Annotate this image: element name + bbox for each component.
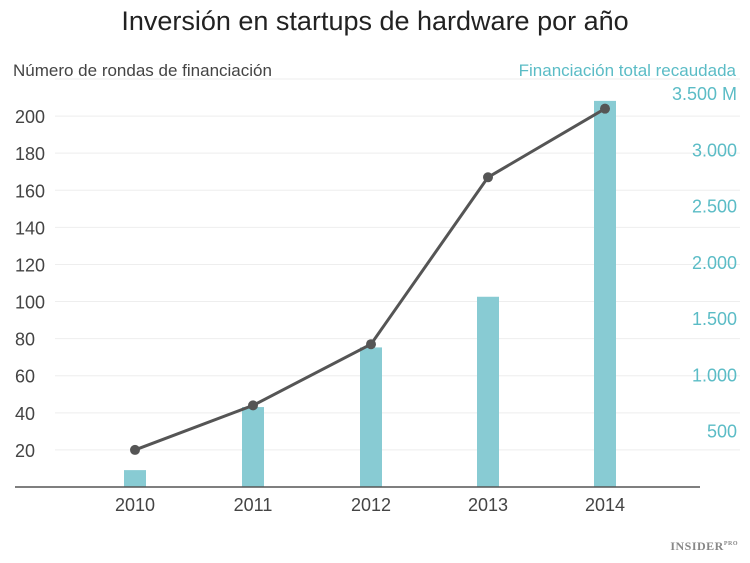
left-tick-label: 120 bbox=[15, 255, 45, 275]
bar-2010 bbox=[124, 470, 146, 487]
right-tick-label: 3.000 bbox=[692, 140, 737, 160]
insider-pro-logo: INSIDERPRO bbox=[670, 539, 738, 554]
right-tick-label: 500 bbox=[707, 422, 737, 442]
x-tick-label: 2011 bbox=[234, 495, 273, 515]
logo-suffix: PRO bbox=[723, 541, 738, 547]
right-tick-label: 3.500 M bbox=[672, 84, 737, 104]
left-tick-label: 40 bbox=[15, 404, 35, 424]
line-point-2010 bbox=[130, 444, 140, 455]
logo-text: INSIDER bbox=[670, 539, 724, 553]
right-axis-label: Financiación total recaudada bbox=[518, 61, 736, 80]
line-point-2013 bbox=[483, 172, 493, 183]
bar-2014 bbox=[594, 100, 616, 487]
left-tick-label: 140 bbox=[15, 218, 45, 238]
left-tick-label: 200 bbox=[15, 107, 45, 127]
right-tick-label: 1.500 bbox=[692, 309, 737, 329]
chart-title: Inversión en startups de hardware por añ… bbox=[121, 6, 629, 36]
left-tick-label: 100 bbox=[15, 293, 45, 313]
right-tick-label: 2.500 bbox=[692, 197, 737, 217]
line-point-2011 bbox=[248, 400, 258, 411]
left-tick-label: 80 bbox=[15, 330, 35, 350]
x-tick-label: 2014 bbox=[585, 495, 625, 515]
bar-2013 bbox=[477, 296, 499, 487]
x-tick-label: 2013 bbox=[468, 495, 508, 515]
x-tick-label: 2012 bbox=[351, 495, 391, 515]
line-point-2012 bbox=[366, 339, 376, 350]
bar-2011 bbox=[242, 407, 264, 487]
right-tick-label: 2.000 bbox=[692, 253, 737, 273]
left-tick-label: 20 bbox=[15, 441, 35, 461]
right-tick-label: 1.000 bbox=[692, 365, 737, 385]
left-tick-label: 60 bbox=[15, 367, 35, 387]
line-point-2014 bbox=[600, 103, 610, 114]
left-tick-label: 160 bbox=[15, 181, 45, 201]
bar-2012 bbox=[360, 347, 382, 487]
left-tick-label: 180 bbox=[15, 144, 45, 164]
x-tick-label: 2010 bbox=[115, 495, 155, 515]
left-axis-label: Número de rondas de financiación bbox=[13, 61, 272, 80]
